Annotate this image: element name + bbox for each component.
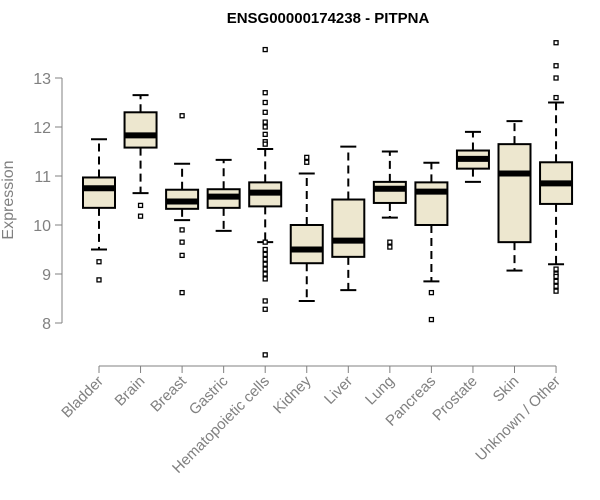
outlier-point [262,141,268,147]
outlier-point [553,40,559,46]
outlier-point [137,202,144,209]
x-tick-label: Skin [490,373,523,406]
outlier-point [262,266,268,272]
box-group [165,113,200,296]
outlier-point [428,289,435,296]
outlier-point [387,244,393,250]
boxes-layer [82,40,574,358]
box-iqr [123,111,158,149]
outlier-point [96,259,102,265]
outlier-point [304,159,310,165]
x-tick-label: Liver [321,373,356,408]
outlier-point [262,99,268,106]
box-group [289,154,324,302]
box-iqr [331,198,366,258]
x-tick-label: Breast [147,372,190,415]
x-tick-label: Brain [112,373,149,410]
outlier-point [553,94,559,101]
outlier-point [304,154,310,161]
box-group [455,130,490,183]
outlier-point [553,288,559,294]
outlier-point [553,266,559,272]
outlier-point [387,239,393,245]
box-iqr [82,176,116,209]
outlier-point [262,306,268,312]
y-tick-label: 8 [42,316,51,333]
outlier-point [553,75,559,81]
outlier-point [553,278,559,285]
outlier-point [262,276,268,282]
outlier-point [553,273,559,280]
outlier-point [179,252,185,259]
y-tick-label: 9 [42,267,51,284]
outlier-point [262,46,268,53]
outlier-point [553,283,559,289]
box-iqr [497,143,532,244]
outlier-point [553,63,559,69]
y-tick-label: 10 [33,218,51,235]
outlier-point [262,261,268,267]
y-axis: 8 9 10 11 12 13 [33,71,63,333]
box-group [206,158,241,232]
y-tick-label: 11 [34,169,51,186]
outlier-point [262,246,268,253]
outlier-point [179,289,185,296]
outlier-point [262,271,268,277]
chart-title: ENSG00000174238 - PITPNA [227,10,430,27]
box-iqr [289,224,324,265]
outlier-point [96,277,102,283]
outlier-point [262,298,268,304]
outlier-point [262,239,268,245]
outlier-point [262,119,268,125]
outlier-point [262,109,268,115]
box-group [372,150,407,250]
box-group [82,138,116,283]
y-tick-label: 12 [33,120,51,137]
outlier-point [137,213,144,219]
box-iqr [372,180,407,204]
box-group [414,161,449,323]
outlier-point [428,316,435,323]
x-tick-label: Lung [362,373,398,409]
outlier-point [262,251,268,258]
box-group [331,145,366,292]
box-group [539,40,574,294]
x-tick-label: Prostate [429,373,481,425]
box-group [248,46,283,358]
x-tick-label: Bladder [58,373,107,422]
y-axis-label: Expression [0,160,17,239]
outlier-point [262,90,268,96]
outlier-point [179,239,185,245]
x-tick-label: Kidney [270,372,315,417]
outlier-point [262,352,268,358]
outlier-point [179,113,185,119]
box-group [497,120,532,272]
box-group [123,94,158,219]
y-tick-label: 13 [33,71,51,88]
outlier-point [179,227,185,233]
outlier-point [262,131,268,138]
outlier-point [262,256,268,262]
outlier-point [262,124,268,130]
